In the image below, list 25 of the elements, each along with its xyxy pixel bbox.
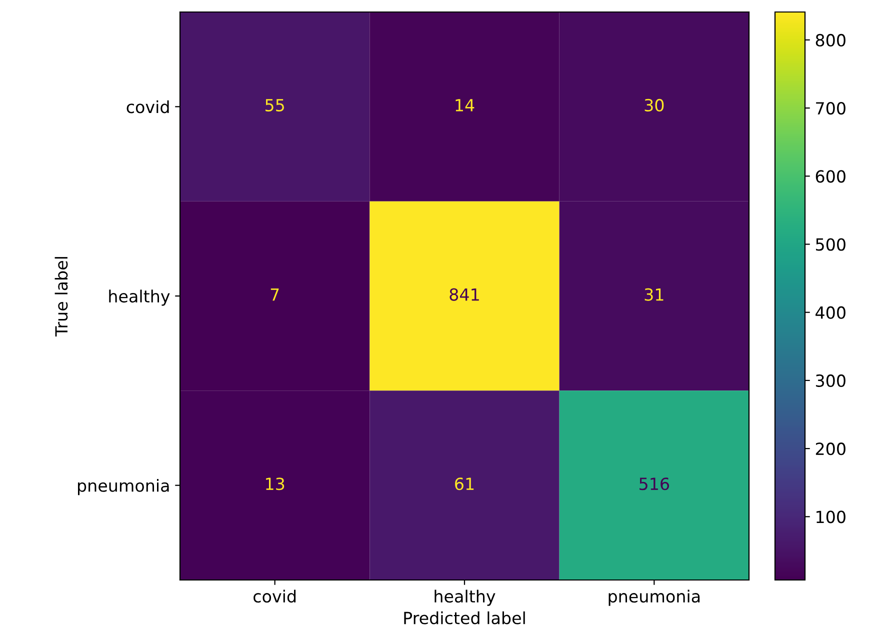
color-bar-label: 800 — [816, 34, 846, 46]
color-bar-label: 400 — [816, 306, 846, 319]
data-label: 61 — [455, 478, 474, 490]
data-label: 841 — [450, 288, 479, 301]
color-bar-label: 600 — [816, 170, 846, 183]
x-tick-label: covid — [254, 590, 296, 603]
data-label: 14 — [456, 99, 474, 112]
color-bar-label: 200 — [816, 442, 846, 456]
y-tick-label: healthy — [109, 290, 170, 306]
y-tick-label: pneumonia — [78, 479, 169, 496]
data-label: 516 — [640, 478, 670, 490]
data-label: 13 — [266, 478, 284, 490]
data-label: 55 — [266, 99, 284, 112]
data-label: 7 — [270, 288, 279, 301]
y-axis-title: True label — [54, 257, 68, 337]
color-bar-label: 500 — [816, 238, 846, 251]
x-tick-label: pneumonia — [608, 590, 700, 606]
x-tick-label: healthy — [434, 590, 496, 606]
color-bar-label: 100 — [816, 510, 846, 524]
data-label: 30 — [644, 98, 664, 112]
data-label: 31 — [644, 288, 664, 301]
y-tick-label: covid — [126, 100, 169, 114]
x-axis-title: Predicted label — [404, 611, 525, 624]
color-bar-label: 700 — [816, 102, 846, 115]
color-bar-label: 300 — [816, 374, 846, 388]
